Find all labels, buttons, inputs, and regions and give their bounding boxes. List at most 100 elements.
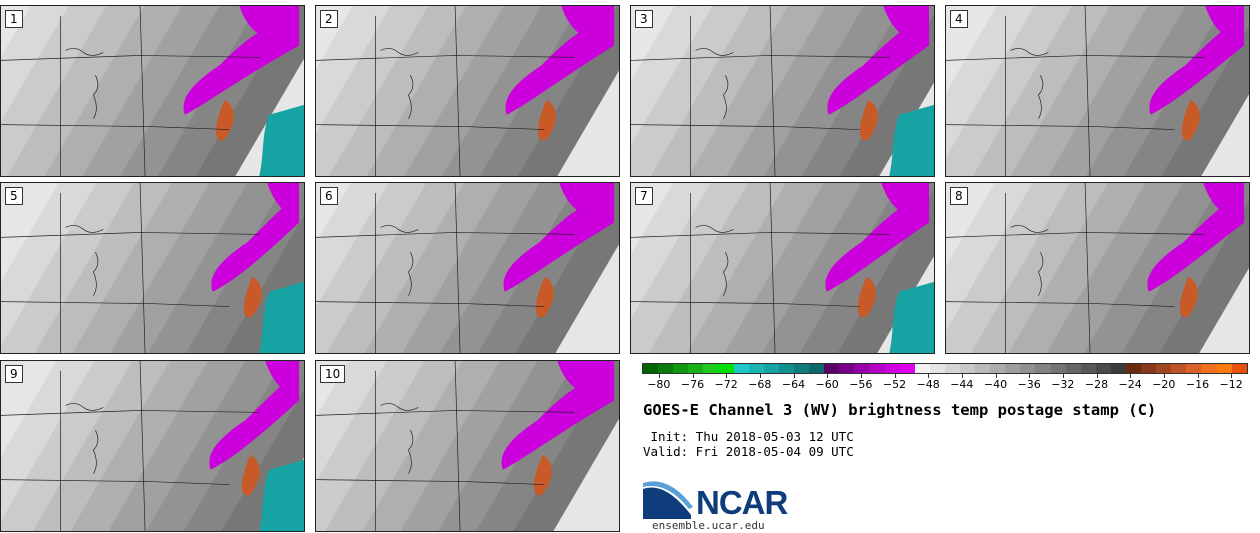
colorbar-tick-mark xyxy=(692,374,694,378)
colorbar-segment xyxy=(673,364,689,373)
colorbar-segment xyxy=(718,364,734,373)
colorbar-tick-mark xyxy=(1163,374,1165,378)
colorbar-tick-mark xyxy=(793,374,795,378)
map-panel: 8 xyxy=(945,182,1250,354)
colorbar-segment xyxy=(658,364,674,373)
chart-title: GOES-E Channel 3 (WV) brightness temp po… xyxy=(643,401,1157,419)
colorbar-segment xyxy=(1171,364,1187,373)
colorbar-tick-mark xyxy=(961,374,963,378)
colorbar-segment xyxy=(1156,364,1172,373)
colorbar-tick-label: −60 xyxy=(815,378,839,391)
panel-label: 6 xyxy=(320,187,338,205)
map-panel: 4 xyxy=(945,5,1250,177)
colorbar xyxy=(642,363,1248,374)
colorbar-tick-label: −28 xyxy=(1084,378,1109,391)
colorbar-segment xyxy=(763,364,779,373)
colorbar-segment xyxy=(1141,364,1157,373)
colorbar-segment xyxy=(944,364,960,373)
site-url: ensemble.ucar.edu xyxy=(652,519,765,532)
colorbar-tick-label: −56 xyxy=(849,378,873,391)
map-panel: 1 xyxy=(0,5,305,177)
colorbar-segment xyxy=(1201,364,1217,373)
colorbar-tick-mark xyxy=(1231,374,1233,378)
colorbar-tick-mark xyxy=(1062,374,1064,378)
colorbar-tick-mark xyxy=(928,374,930,378)
ncar-logo-icon xyxy=(643,481,693,519)
colorbar-segment xyxy=(1035,364,1051,373)
colorbar-segment xyxy=(1186,364,1202,373)
colorbar-segment xyxy=(1110,364,1126,373)
colorbar-tick-label: −72 xyxy=(714,378,738,391)
init-time: Init: Thu 2018-05-03 12 UTC xyxy=(643,429,854,444)
colorbar-segment xyxy=(1020,364,1036,373)
panel-label: 10 xyxy=(320,365,346,383)
map-panel: 7 xyxy=(630,182,935,354)
colorbar-segment xyxy=(824,364,840,373)
colorbar-tick-label: −36 xyxy=(1017,378,1041,391)
colorbar-segment xyxy=(1126,364,1142,373)
colorbar-tick-mark xyxy=(726,374,728,378)
colorbar-tick-mark xyxy=(1096,374,1098,378)
colorbar-tick-label: −20 xyxy=(1152,378,1176,391)
colorbar-tick-mark xyxy=(658,374,660,378)
colorbar-segment xyxy=(778,364,794,373)
map-panel: 10 xyxy=(315,360,620,532)
panel-label: 2 xyxy=(320,10,338,28)
colorbar-tick-label: −16 xyxy=(1185,378,1210,391)
colorbar-segment xyxy=(703,364,719,373)
panel-label: 1 xyxy=(5,10,23,28)
colorbar-tick-mark xyxy=(827,374,829,378)
map-panel: 5 xyxy=(0,182,305,354)
colorbar-segment xyxy=(975,364,991,373)
colorbar-segment xyxy=(884,364,900,373)
colorbar-tick-label: −12 xyxy=(1219,378,1243,391)
colorbar-segment xyxy=(1231,364,1247,373)
colorbar-tick-label: −40 xyxy=(983,378,1008,391)
ncar-logo-text: NCAR xyxy=(696,484,788,521)
colorbar-segment xyxy=(688,364,704,373)
colorbar-tick-label: −80 xyxy=(647,378,671,391)
colorbar-tick-mark xyxy=(1197,374,1199,378)
colorbar-tick-mark xyxy=(894,374,896,378)
map-panel: 3 xyxy=(630,5,935,177)
colorbar-segment xyxy=(869,364,885,373)
panel-label: 5 xyxy=(5,187,23,205)
colorbar-tick-mark xyxy=(759,374,761,378)
colorbar-tick-mark xyxy=(995,374,997,378)
colorbar-segment xyxy=(1065,364,1081,373)
colorbar-segment xyxy=(809,364,825,373)
colorbar-segment xyxy=(1080,364,1096,373)
panel-label: 7 xyxy=(635,187,653,205)
colorbar-segment xyxy=(959,364,976,373)
colorbar-tick-mark xyxy=(1130,374,1132,378)
panel-label: 3 xyxy=(635,10,653,28)
colorbar-ticks: −80 −76 −72 −68 −64 −60 −56 −52 −48 −44 −40 −36 −32−… xyxy=(642,374,1248,394)
colorbar-segment xyxy=(854,364,870,373)
map-panel: 2 xyxy=(315,5,620,177)
colorbar-segment xyxy=(793,364,810,373)
colorbar-segment xyxy=(839,364,855,373)
colorbar-tick-mark xyxy=(1029,374,1031,378)
colorbar-tick-label: −48 xyxy=(916,378,940,391)
colorbar-segment xyxy=(990,364,1006,373)
colorbar-tick-label: −32 xyxy=(1051,378,1075,391)
colorbar-segment xyxy=(929,364,945,373)
colorbar-tick-label: −68 xyxy=(748,378,772,391)
colorbar-segment xyxy=(899,364,915,373)
colorbar-segment xyxy=(1216,364,1232,373)
colorbar-segment xyxy=(748,364,764,373)
panel-label: 4 xyxy=(950,10,968,28)
colorbar-tick-label: −44 xyxy=(950,378,974,391)
colorbar-tick-label: −24 xyxy=(1118,378,1142,391)
colorbar-tick-label: −52 xyxy=(882,378,907,391)
colorbar-segment xyxy=(1005,364,1021,373)
colorbar-segment xyxy=(1050,364,1066,373)
colorbar-segment xyxy=(733,364,749,373)
colorbar-tick-label: −76 xyxy=(680,378,705,391)
panel-label: 9 xyxy=(5,365,23,383)
colorbar-tick-mark xyxy=(860,374,862,378)
colorbar-segment xyxy=(643,364,659,373)
colorbar-segment xyxy=(1095,364,1111,373)
colorbar-tick-label: −64 xyxy=(781,378,806,391)
map-panel: 9 xyxy=(0,360,305,532)
